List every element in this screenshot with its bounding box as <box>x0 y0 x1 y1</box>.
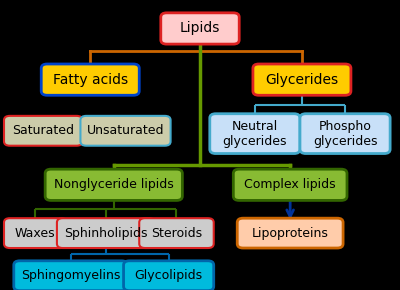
Text: Complex lipids: Complex lipids <box>244 178 336 191</box>
Text: Neutral
glycerides: Neutral glycerides <box>223 120 287 148</box>
FancyBboxPatch shape <box>57 218 155 248</box>
Text: Saturated: Saturated <box>12 124 74 137</box>
FancyBboxPatch shape <box>253 64 351 95</box>
Text: Waxes: Waxes <box>15 226 56 240</box>
Text: Glycolipids: Glycolipids <box>134 269 203 282</box>
FancyBboxPatch shape <box>41 64 139 95</box>
Text: Unsaturated: Unsaturated <box>87 124 164 137</box>
Text: Lipids: Lipids <box>180 21 220 35</box>
FancyBboxPatch shape <box>45 169 182 200</box>
FancyBboxPatch shape <box>4 218 67 248</box>
Text: Glycerides: Glycerides <box>265 72 338 87</box>
FancyBboxPatch shape <box>161 13 239 44</box>
Text: Sphinholipids: Sphinholipids <box>64 226 148 240</box>
Text: Steroids: Steroids <box>151 226 202 240</box>
FancyBboxPatch shape <box>237 218 343 248</box>
FancyBboxPatch shape <box>80 116 171 146</box>
FancyBboxPatch shape <box>14 261 128 290</box>
FancyBboxPatch shape <box>300 114 390 153</box>
FancyBboxPatch shape <box>124 261 214 290</box>
Text: Sphingomyelins: Sphingomyelins <box>21 269 120 282</box>
Text: Lipoproteins: Lipoproteins <box>252 226 328 240</box>
Text: Fatty acids: Fatty acids <box>53 72 128 87</box>
FancyBboxPatch shape <box>233 169 347 200</box>
FancyBboxPatch shape <box>4 116 82 146</box>
Text: Nonglyceride lipids: Nonglyceride lipids <box>54 178 174 191</box>
FancyBboxPatch shape <box>210 114 300 153</box>
Text: Phospho
glycerides: Phospho glycerides <box>313 120 377 148</box>
FancyBboxPatch shape <box>139 218 214 248</box>
